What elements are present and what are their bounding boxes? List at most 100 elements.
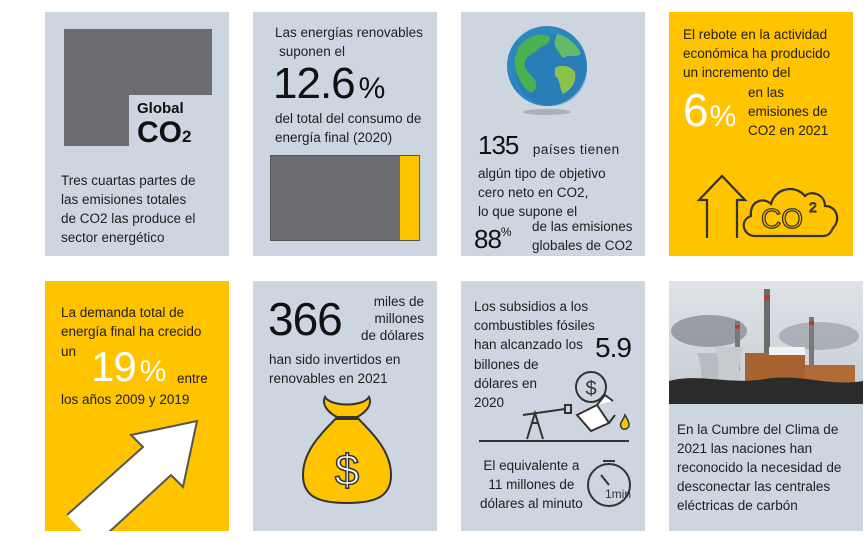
investment-side-line: miles de [373, 294, 425, 309]
cloud-sup-label: 2 [809, 199, 817, 215]
renewables-intro-line: Las energías renovables [275, 25, 423, 40]
rebound-line: El rebote en la actividad [683, 27, 828, 42]
subsidies-line2: dólares en [474, 376, 538, 391]
net-zero-text: algún tipo de objetivo cero neto en CO2,… [478, 164, 606, 221]
rebound-after-line: en las [748, 85, 785, 100]
net-zero-pct-line: globales de CO2 [532, 238, 633, 253]
investment-line: han sido invertidos en [269, 352, 401, 367]
demand-value: 19% [91, 345, 167, 394]
tile-demand: La demanda total de energía final ha cre… [45, 281, 229, 531]
globe-continent [555, 65, 576, 94]
cloud-co-label: CO [761, 203, 803, 234]
growth-arrow-icon [66, 419, 199, 531]
subsidies-text2: billones de dólares en 2020 [474, 355, 539, 412]
renewables-detail-line: energía final (2020) [275, 130, 393, 145]
fuel-pump-icon: $ [479, 371, 630, 442]
tile-coal: En la Cumbre del Clima de 2021 las nacio… [669, 281, 863, 531]
stopwatch-label: 1min [605, 487, 631, 501]
renewables-intro-line: suponen el [279, 44, 346, 59]
drop-icon [619, 413, 630, 430]
coin-icon [575, 371, 607, 403]
coal-line: desconectar las centrales [677, 479, 831, 494]
stopwatch-face [587, 463, 631, 507]
net-zero-pct-number: 88 [474, 224, 502, 254]
co2-logo-subscript: 2 [182, 127, 192, 146]
net-zero-headline: 135 países tienen [478, 130, 620, 161]
tile-co2-share: Global CO2 Tres cuartas partes de las em… [45, 12, 229, 256]
investment-side-line: de dólares [361, 328, 425, 343]
tile-renewables-share: Las energías renovables suponen el 12.6%… [253, 12, 437, 256]
net-zero-count-suffix: países tienen [532, 142, 620, 157]
tile-investment: 366 miles de millones de dólares han sid… [253, 281, 437, 531]
globe-continent [554, 34, 581, 58]
rebound-after-line: emisiones de [748, 104, 828, 119]
coal-line: eléctricas de carbón [677, 498, 798, 513]
demand-value-unit: % [139, 355, 167, 388]
investment-text: han sido invertidos en renovables en 202… [269, 350, 400, 388]
chimney [735, 321, 740, 371]
rebound-text: El rebote en la actividad económica ha p… [683, 25, 830, 82]
chimney-stripe [735, 325, 740, 329]
money-bag-icon: $ [301, 394, 393, 505]
investment-line: renovables en 2021 [269, 371, 388, 386]
subsidies-equiv: El equivalente a 11 millones de dólares … [480, 456, 583, 513]
tile-rebound: El rebote en la actividad económica ha p… [669, 12, 853, 256]
coal-line: En la Cumbre del Clima de [677, 422, 839, 437]
coin-symbol: $ [585, 378, 596, 400]
coal-photo [669, 281, 863, 404]
subsidies-value: 5.9 [595, 332, 632, 363]
growth-arrow-shape [66, 419, 199, 531]
renewables-value-number: 12.6 [273, 59, 356, 108]
smoke [671, 315, 747, 347]
demand-text: La demanda total de energía final ha cre… [61, 303, 201, 341]
rebound-line: económica ha producido [683, 46, 831, 61]
stopwatch-hand [600, 474, 610, 486]
net-zero-pct-unit: % [500, 225, 512, 239]
co2-logo-cutout [129, 95, 212, 150]
renewables-bar-fill [400, 156, 419, 240]
co2-share-line: Tres cuartas partes de [61, 173, 196, 188]
cloud-shape [742, 187, 839, 238]
globe-icon [507, 26, 587, 115]
coal-heap [669, 377, 863, 404]
co2-share-text: Tres cuartas partes de las emisiones tot… [61, 171, 229, 247]
smoke [779, 322, 859, 350]
co2-share-line: de CO2 las produce el [61, 211, 196, 226]
co2-logo-co: CO2 [137, 116, 191, 154]
demand-line: La demanda total de [61, 305, 185, 320]
demand-suffix: entre [177, 371, 208, 386]
tile-subsidies: Los subsidios a los combustibles fósiles… [461, 281, 645, 531]
demand-prefix: un [61, 344, 77, 359]
net-zero-line: cero neto en CO2, [478, 185, 589, 200]
chimney [809, 317, 814, 371]
coal-text: En la Cumbre del Clima de 2021 las nacio… [677, 420, 841, 515]
investment-value: 366 [268, 293, 343, 345]
rebound-line: un incremento del [683, 65, 791, 80]
renewables-detail-line: del total del consumo de [275, 111, 422, 126]
subsidies-equiv-line: dólares al minuto [480, 496, 583, 511]
rebound-value-unit: % [709, 100, 737, 133]
subsidies-line: Los subsidios a los [474, 299, 589, 314]
co2-logo-co-text: CO [137, 116, 182, 149]
chimney [764, 289, 770, 369]
up-arrow-icon [696, 174, 748, 238]
net-zero-pct: 88% [474, 218, 512, 254]
money-bag-symbol: $ [335, 446, 359, 495]
co2-cloud-icon: CO 2 [696, 174, 839, 238]
investment-side-line: millones [374, 311, 425, 326]
subsidies-text: Los subsidios a los combustibles fósiles… [474, 297, 595, 354]
coal-line: reconocido la necesidad de [677, 460, 842, 475]
renewables-bar [270, 155, 420, 241]
net-zero-count: 135 [478, 130, 519, 160]
tile-net-zero: 135 países tienen algún tipo de objetivo… [461, 12, 645, 256]
nozzle-icon [575, 393, 616, 433]
globe-continent [514, 34, 551, 93]
renewables-intro: Las energías renovables suponen el [275, 23, 423, 61]
net-zero-line: lo que supone el [478, 204, 578, 219]
pumpjack-icon [522, 404, 572, 440]
subsidies-line: han alcanzado los [474, 337, 583, 352]
money-bag-knot [323, 394, 371, 418]
net-zero-pct-line: de las emisiones [532, 219, 633, 234]
power-plant-image [669, 289, 863, 404]
chimney-stripe [809, 321, 814, 325]
